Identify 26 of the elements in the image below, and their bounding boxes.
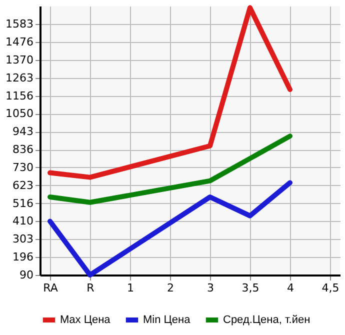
x-tick-label: 3 bbox=[207, 282, 214, 294]
y-tick-label: 196 bbox=[12, 250, 34, 264]
y-tick-label: 1050 bbox=[6, 107, 34, 120]
y-tick-label: 1583 bbox=[6, 17, 34, 30]
y-tick-label: 410 bbox=[12, 214, 34, 228]
y-tick-label: 90 bbox=[20, 268, 34, 282]
y-tick-label: 730 bbox=[12, 160, 34, 174]
x-tick-label: 2 bbox=[167, 282, 174, 294]
x-tick-label: 1 bbox=[127, 282, 134, 294]
x-tick-label: 4 bbox=[287, 282, 294, 294]
legend-label: Сред.Цена, т.йен bbox=[223, 314, 310, 326]
x-tick-label: R bbox=[86, 282, 95, 294]
x-tick-label: 4,5 bbox=[322, 282, 340, 294]
y-tick-label: 943 bbox=[12, 125, 34, 138]
y-tick-label: 303 bbox=[12, 232, 34, 246]
y-tick-label: 516 bbox=[12, 196, 34, 210]
y-tick-label: 836 bbox=[12, 143, 34, 156]
y-tick-label: 1370 bbox=[6, 53, 34, 66]
y-tick-label: 1476 bbox=[6, 35, 34, 48]
legend-label: Max Цена bbox=[60, 314, 112, 326]
y-tick-label: 1156 bbox=[6, 89, 34, 102]
legend-label: Min Цена bbox=[143, 314, 192, 326]
y-tick-label: 1263 bbox=[6, 71, 34, 84]
x-tick-label: RA bbox=[43, 282, 58, 294]
y-tick-label: 623 bbox=[12, 178, 34, 192]
x-tick-label: 3,5 bbox=[242, 282, 260, 294]
